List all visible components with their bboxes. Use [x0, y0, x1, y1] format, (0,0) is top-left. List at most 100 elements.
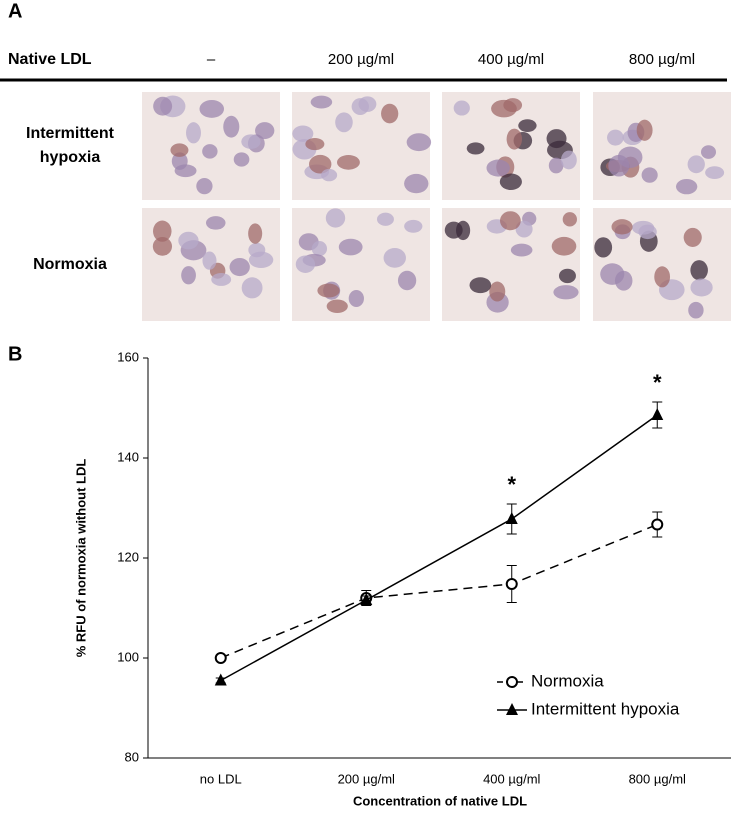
- cell: [518, 119, 537, 132]
- significance-mark: *: [653, 370, 662, 395]
- cell: [295, 255, 316, 273]
- cell: [675, 178, 698, 195]
- cell: [153, 220, 172, 242]
- marker: [651, 408, 664, 420]
- cell: [404, 219, 423, 233]
- cell: [311, 240, 328, 257]
- row-label: Intermittent hypoxia: [26, 125, 114, 166]
- cell: [683, 227, 702, 247]
- y-tick-label: 140: [117, 449, 139, 464]
- x-axis-title: Concentration of native LDL: [353, 793, 527, 808]
- cell: [248, 242, 266, 258]
- cell: [510, 243, 533, 257]
- cell: [255, 122, 275, 140]
- row-label-box: Intermittent hypoxia: [26, 125, 114, 166]
- cell: [636, 119, 653, 141]
- cell: [611, 219, 633, 235]
- cell: [608, 154, 630, 177]
- significance-mark: *: [507, 472, 516, 497]
- cell: [705, 166, 725, 180]
- cell: [171, 152, 188, 170]
- cell: [489, 281, 506, 302]
- cell: [562, 212, 577, 227]
- cell: [233, 152, 250, 167]
- cell: [205, 216, 226, 230]
- cell: [466, 142, 485, 155]
- legend-marker: [506, 703, 518, 715]
- column-header: –: [207, 51, 216, 68]
- cell: [202, 144, 218, 159]
- cell: [321, 168, 338, 182]
- x-tick-label: 200 µg/ml: [338, 771, 395, 786]
- column-header: 400 µg/ml: [478, 51, 544, 68]
- cell: [406, 133, 432, 152]
- cell: [553, 285, 579, 300]
- x-tick-label: no LDL: [200, 771, 242, 786]
- cell: [338, 238, 363, 256]
- cell: [223, 115, 240, 138]
- cell: [305, 138, 325, 151]
- cell: [515, 220, 533, 238]
- panel-label: B: [8, 343, 22, 365]
- cell: [229, 257, 250, 277]
- cell: [202, 251, 217, 270]
- cell: [600, 263, 625, 285]
- cell: [499, 173, 522, 191]
- x-tick-label: 800 µg/ml: [629, 771, 686, 786]
- marker: [214, 652, 227, 664]
- cell: [506, 128, 523, 150]
- cell: [560, 150, 577, 170]
- cell: [607, 129, 624, 146]
- cell: [152, 237, 173, 256]
- cell: [404, 173, 429, 194]
- y-tick-label: 80: [125, 749, 139, 764]
- column-header: 800 µg/ml: [629, 51, 695, 68]
- cell: [335, 112, 353, 133]
- cell: [688, 301, 704, 319]
- cell: [170, 143, 189, 157]
- cell: [503, 98, 523, 113]
- cell: [381, 103, 399, 124]
- marker: [360, 593, 373, 605]
- cell: [309, 154, 332, 174]
- marker: [505, 512, 518, 524]
- cell: [325, 208, 346, 228]
- y-tick-label: 100: [117, 649, 139, 664]
- cell: [186, 122, 201, 144]
- cell: [241, 277, 263, 299]
- x-tick-label: 400 µg/ml: [483, 771, 540, 786]
- row-label-box: Normoxia: [33, 255, 107, 273]
- panel-label: A: [8, 0, 22, 22]
- cell: [641, 167, 658, 183]
- cell: [469, 277, 492, 294]
- marker: [214, 673, 227, 686]
- cell: [317, 283, 340, 298]
- series-line: [220, 523, 658, 659]
- cell: [211, 273, 232, 286]
- cell: [351, 98, 369, 116]
- cell: [654, 266, 671, 288]
- legend-marker: [506, 676, 518, 688]
- cell: [690, 278, 713, 297]
- y-axis-title: % RFU of normoxia without LDL: [73, 459, 88, 658]
- cell: [310, 95, 333, 109]
- cell: [153, 96, 173, 116]
- cell: [337, 155, 360, 170]
- cell: [248, 223, 263, 244]
- cell: [196, 178, 213, 195]
- y-tick-label: 120: [117, 549, 139, 564]
- cell: [558, 268, 576, 284]
- cell: [444, 221, 463, 239]
- cell: [700, 145, 717, 159]
- cell: [199, 99, 225, 118]
- cell: [178, 231, 199, 250]
- cell: [241, 134, 261, 149]
- marker: [505, 578, 518, 590]
- row-label: Normoxia: [33, 255, 107, 273]
- marker: [651, 518, 664, 531]
- cell: [397, 270, 417, 291]
- legend-label: Normoxia: [531, 671, 604, 690]
- cell: [348, 290, 364, 307]
- cell: [631, 220, 655, 235]
- cell: [548, 157, 564, 174]
